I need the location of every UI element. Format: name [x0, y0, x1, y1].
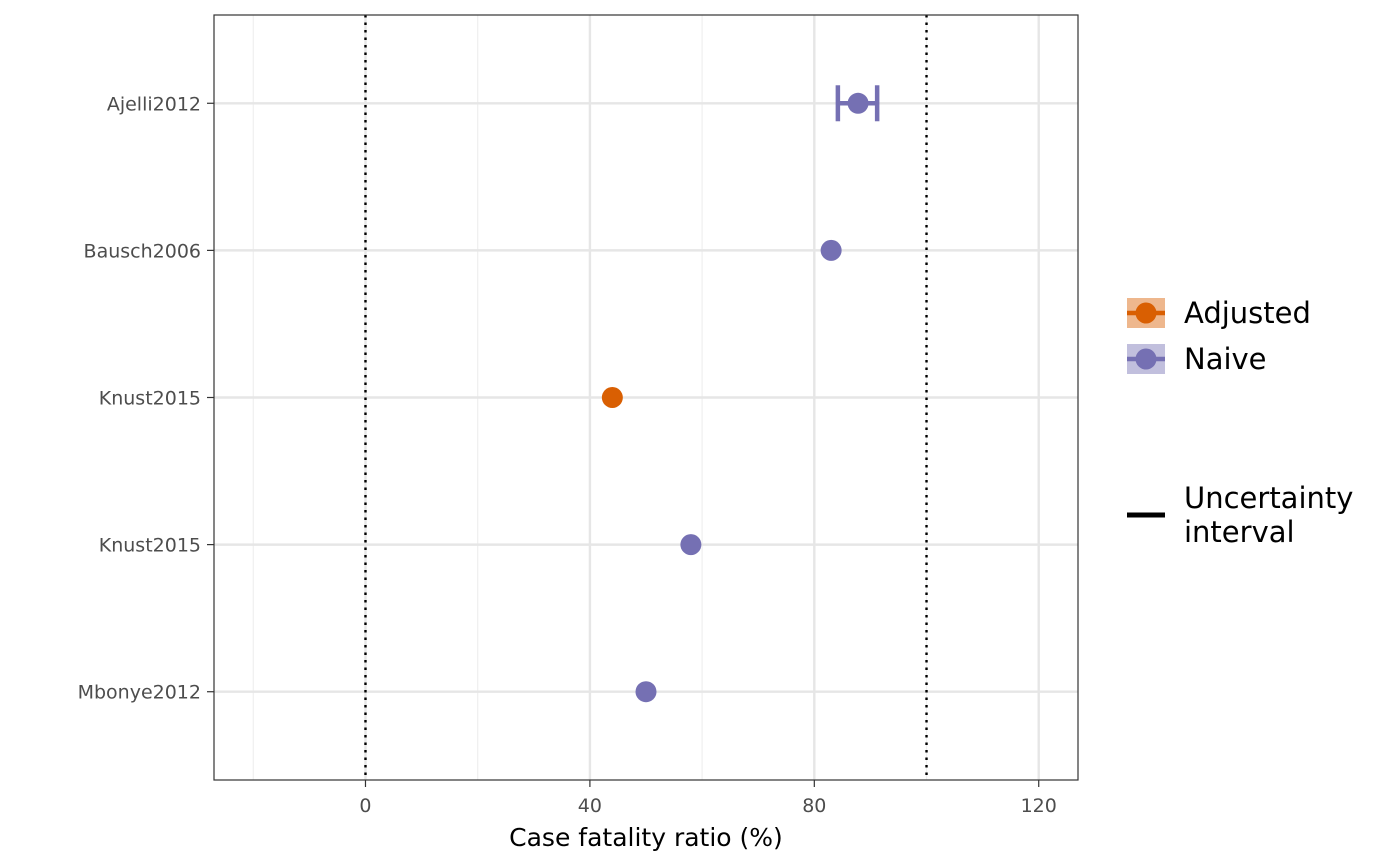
point-0	[847, 92, 869, 114]
y-axis: Ajelli2012 Bausch2006 Knust2015 Knust2015 Mb…	[78, 93, 214, 704]
y-tick-label-0: Ajelli2012	[107, 93, 201, 115]
y-tick-label-2: Knust2015	[99, 388, 201, 410]
point-4	[635, 681, 657, 703]
x-tick-label-2: 80	[802, 795, 826, 817]
grid-major	[214, 15, 1078, 780]
x-axis: 0 40 80 120	[359, 780, 1057, 817]
point-3	[680, 534, 702, 556]
legend-key-point-0	[1135, 302, 1157, 324]
point-2	[601, 387, 623, 408]
y-tick-label-4: Mbonye2012	[78, 682, 201, 704]
y-tick-label-1: Bausch2006	[84, 240, 201, 262]
point-1	[820, 239, 842, 261]
legend-label-1: Naive	[1184, 342, 1267, 376]
legend-uncertainty-label-1: interval	[1184, 515, 1295, 549]
y-tick-label-3: Knust2015	[99, 535, 201, 557]
legend-label-0: Adjusted	[1184, 296, 1311, 330]
data-marks	[601, 85, 880, 703]
x-tick-label-3: 120	[1021, 795, 1057, 817]
x-axis-title: Case fatality ratio (%)	[509, 823, 783, 852]
reference-lines	[364, 15, 928, 780]
legend-key-point-1	[1135, 348, 1157, 370]
legend-uncertainty-label-0: Uncertainty	[1184, 481, 1353, 515]
x-tick-label-1: 40	[578, 795, 602, 817]
x-tick-label-0: 0	[359, 795, 371, 817]
